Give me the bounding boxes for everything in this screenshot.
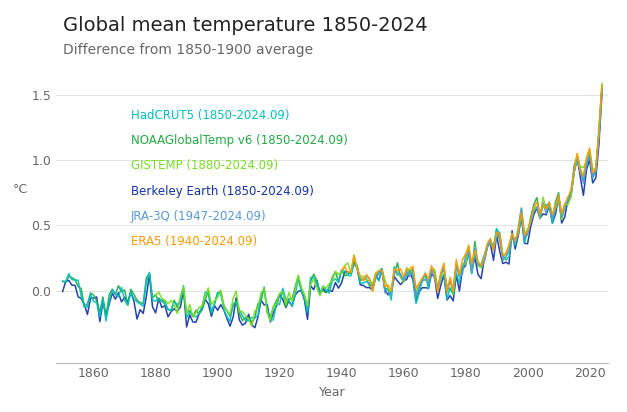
Y-axis label: °C: °C (13, 183, 28, 197)
Text: NOAAGlobalTemp v6 (1850-2024.09): NOAAGlobalTemp v6 (1850-2024.09) (131, 134, 348, 147)
X-axis label: Year: Year (319, 386, 345, 399)
Text: GISTEMP (1880-2024.09): GISTEMP (1880-2024.09) (131, 159, 278, 172)
Text: Difference from 1850-1900 average: Difference from 1850-1900 average (63, 43, 313, 57)
Text: HadCRUT5 (1850-2024.09): HadCRUT5 (1850-2024.09) (131, 109, 290, 122)
Text: Global mean temperature 1850-2024: Global mean temperature 1850-2024 (63, 16, 428, 35)
Text: Berkeley Earth (1850-2024.09): Berkeley Earth (1850-2024.09) (131, 185, 314, 198)
Text: JRA-3Q (1947-2024.09): JRA-3Q (1947-2024.09) (131, 210, 266, 223)
Text: ERA5 (1940-2024.09): ERA5 (1940-2024.09) (131, 235, 257, 248)
